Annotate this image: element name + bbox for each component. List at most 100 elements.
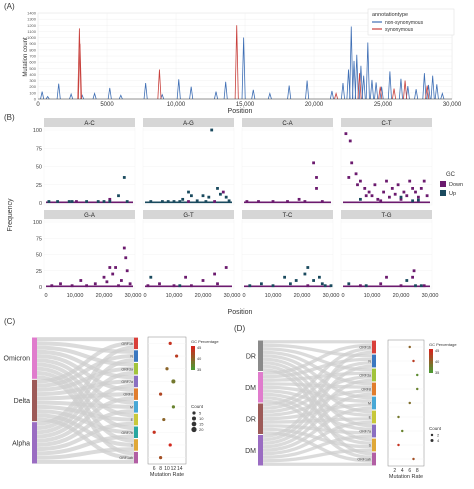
panel-a-ytick-label: 700	[29, 54, 36, 59]
panelC-right-node	[134, 401, 138, 413]
panel-a-ytick-label: 200	[29, 84, 36, 89]
panelC-right-node	[134, 451, 138, 464]
panel-b-point-down	[158, 282, 161, 286]
panelC-gc-legend-swatch	[191, 352, 195, 355]
panel-b-point-down	[257, 200, 260, 203]
panel-a-ytick-label: 1400	[27, 11, 37, 16]
panelC-flow	[36, 358, 135, 431]
panel-a-legend-box	[367, 8, 455, 36]
panelC-right-node-label: ORF7a	[121, 380, 133, 384]
panel-b-point-down	[117, 284, 120, 288]
panel-b-xtick-label: 30,000	[224, 293, 241, 299]
panelD-gc-legend-swatch	[429, 367, 433, 370]
panel-b-point-up	[411, 199, 414, 203]
panel-a-spike-nonsyn	[176, 79, 181, 100]
panel-a-xtick-label: 25,000	[374, 102, 393, 108]
panel-a-spike-nonsyn	[379, 86, 384, 100]
panel-a-xtick-label: 20,000	[305, 102, 324, 108]
panel-b-point-down	[390, 187, 394, 190]
panel-b-point-up	[303, 272, 307, 276]
panelC-right-node-label: S	[131, 443, 134, 447]
panelC-count-legend-dot	[191, 426, 197, 433]
panel-b-point-down	[359, 284, 362, 288]
panel-a-ytick-label: 0	[34, 97, 37, 102]
panelD-dot	[401, 429, 404, 433]
panelC-flow	[36, 370, 135, 435]
panel-b-point-down	[70, 284, 74, 288]
panelC-count-legend-title: Count	[191, 404, 204, 409]
panel-b-point-down	[412, 269, 416, 273]
panelD-right-node-label: ORF1ab	[357, 458, 371, 462]
panel-b-point-down	[93, 282, 97, 286]
panel-b-point-up	[364, 284, 368, 288]
panelD-left-node-label: DR	[246, 416, 256, 423]
panelC-gc-legend-swatch	[191, 364, 195, 367]
panel-b-point-up	[172, 200, 176, 203]
panel-b-point-up	[56, 200, 59, 203]
panel-b-xtick-label: 20,000	[96, 293, 113, 299]
panel-b-point-up	[405, 279, 409, 282]
panelC-xtick-label: 6	[153, 466, 156, 472]
panel-b-point-up	[70, 200, 74, 203]
panelC-dot	[171, 405, 176, 409]
panel-b-point-up	[359, 197, 362, 201]
panelD-gc-legend-swatch	[429, 352, 433, 355]
panel-b-point-down	[315, 187, 318, 190]
panel-a-ylabel: Mutation count	[23, 37, 29, 77]
panelD-right-node	[372, 410, 376, 424]
panel-b-point-up	[204, 200, 208, 203]
panel-b-xtick-label: 10,000	[166, 293, 183, 299]
panelD-count-legend-label: 2	[437, 433, 440, 438]
panel-a-spike-syn	[425, 85, 430, 100]
panel-b-point-down	[312, 161, 315, 165]
panelD-left-node	[258, 340, 263, 371]
panelC-right-node-label: E	[131, 418, 134, 422]
panel-b-strip-label: G-A	[84, 213, 95, 219]
panel-b-point-up	[271, 284, 275, 288]
panel-b-point-up	[347, 282, 351, 286]
panel-b-point-down	[411, 275, 414, 279]
panel-a-spike-syn	[357, 73, 362, 100]
panel-b-ytick-label: 0	[39, 285, 42, 291]
panelC-gc-legend-tick: 45	[197, 346, 201, 350]
panel-b-point-down	[393, 192, 397, 196]
panel-b-point-up	[190, 194, 193, 198]
panel-b-legend-swatch-down	[440, 181, 446, 187]
panel-a-spike-nonsyn	[214, 91, 219, 100]
panel-b-point-down	[111, 272, 115, 276]
panel-b-point-down	[359, 179, 362, 183]
panel-b-ylabel: Frequency	[7, 198, 14, 232]
panel-b-point-down	[379, 199, 383, 203]
panelD-dot	[412, 359, 415, 363]
panelD-dot	[412, 457, 415, 461]
panel-a-spike-nonsyn	[305, 80, 310, 100]
panelC-right-node	[134, 375, 138, 388]
panel-b-point-down	[125, 269, 129, 273]
panelC-right-node-label: ORF3a	[121, 367, 133, 371]
panel-b-xtick-label: 0	[44, 293, 47, 299]
panel-b-point-up	[224, 195, 228, 199]
panel-b-point-up	[96, 200, 100, 203]
panelC-gc-legend-swatch	[191, 358, 195, 361]
panel-b-point-up	[166, 200, 170, 203]
panel-a-spike-nonsyn	[143, 82, 148, 100]
panel-b-point-down	[221, 190, 225, 194]
panelD-left-node-label: DM	[245, 385, 256, 392]
panel-b-point-down	[405, 194, 409, 198]
panel-b-point-down	[184, 275, 187, 279]
panelD-gc-legend-swatch	[429, 370, 433, 373]
panel-b-point-up	[260, 282, 263, 286]
panelD-gc-legend-tick: 35	[435, 371, 439, 375]
panel-b-point-up	[117, 194, 120, 198]
panel-b-point-down	[425, 194, 429, 198]
panel-b-xtick-label: 20,000	[294, 293, 311, 299]
panel-b-point-down	[85, 284, 88, 288]
panelD-dot	[416, 387, 419, 391]
panel-a-ytick-label: 600	[29, 60, 36, 65]
panelD-right-node	[372, 396, 376, 410]
panelD-right-node	[372, 438, 376, 452]
panel-b-point-down	[414, 190, 417, 194]
panel-a-xtick-label: 30,000	[443, 102, 462, 108]
panelC-count-legend-dot	[191, 416, 197, 421]
